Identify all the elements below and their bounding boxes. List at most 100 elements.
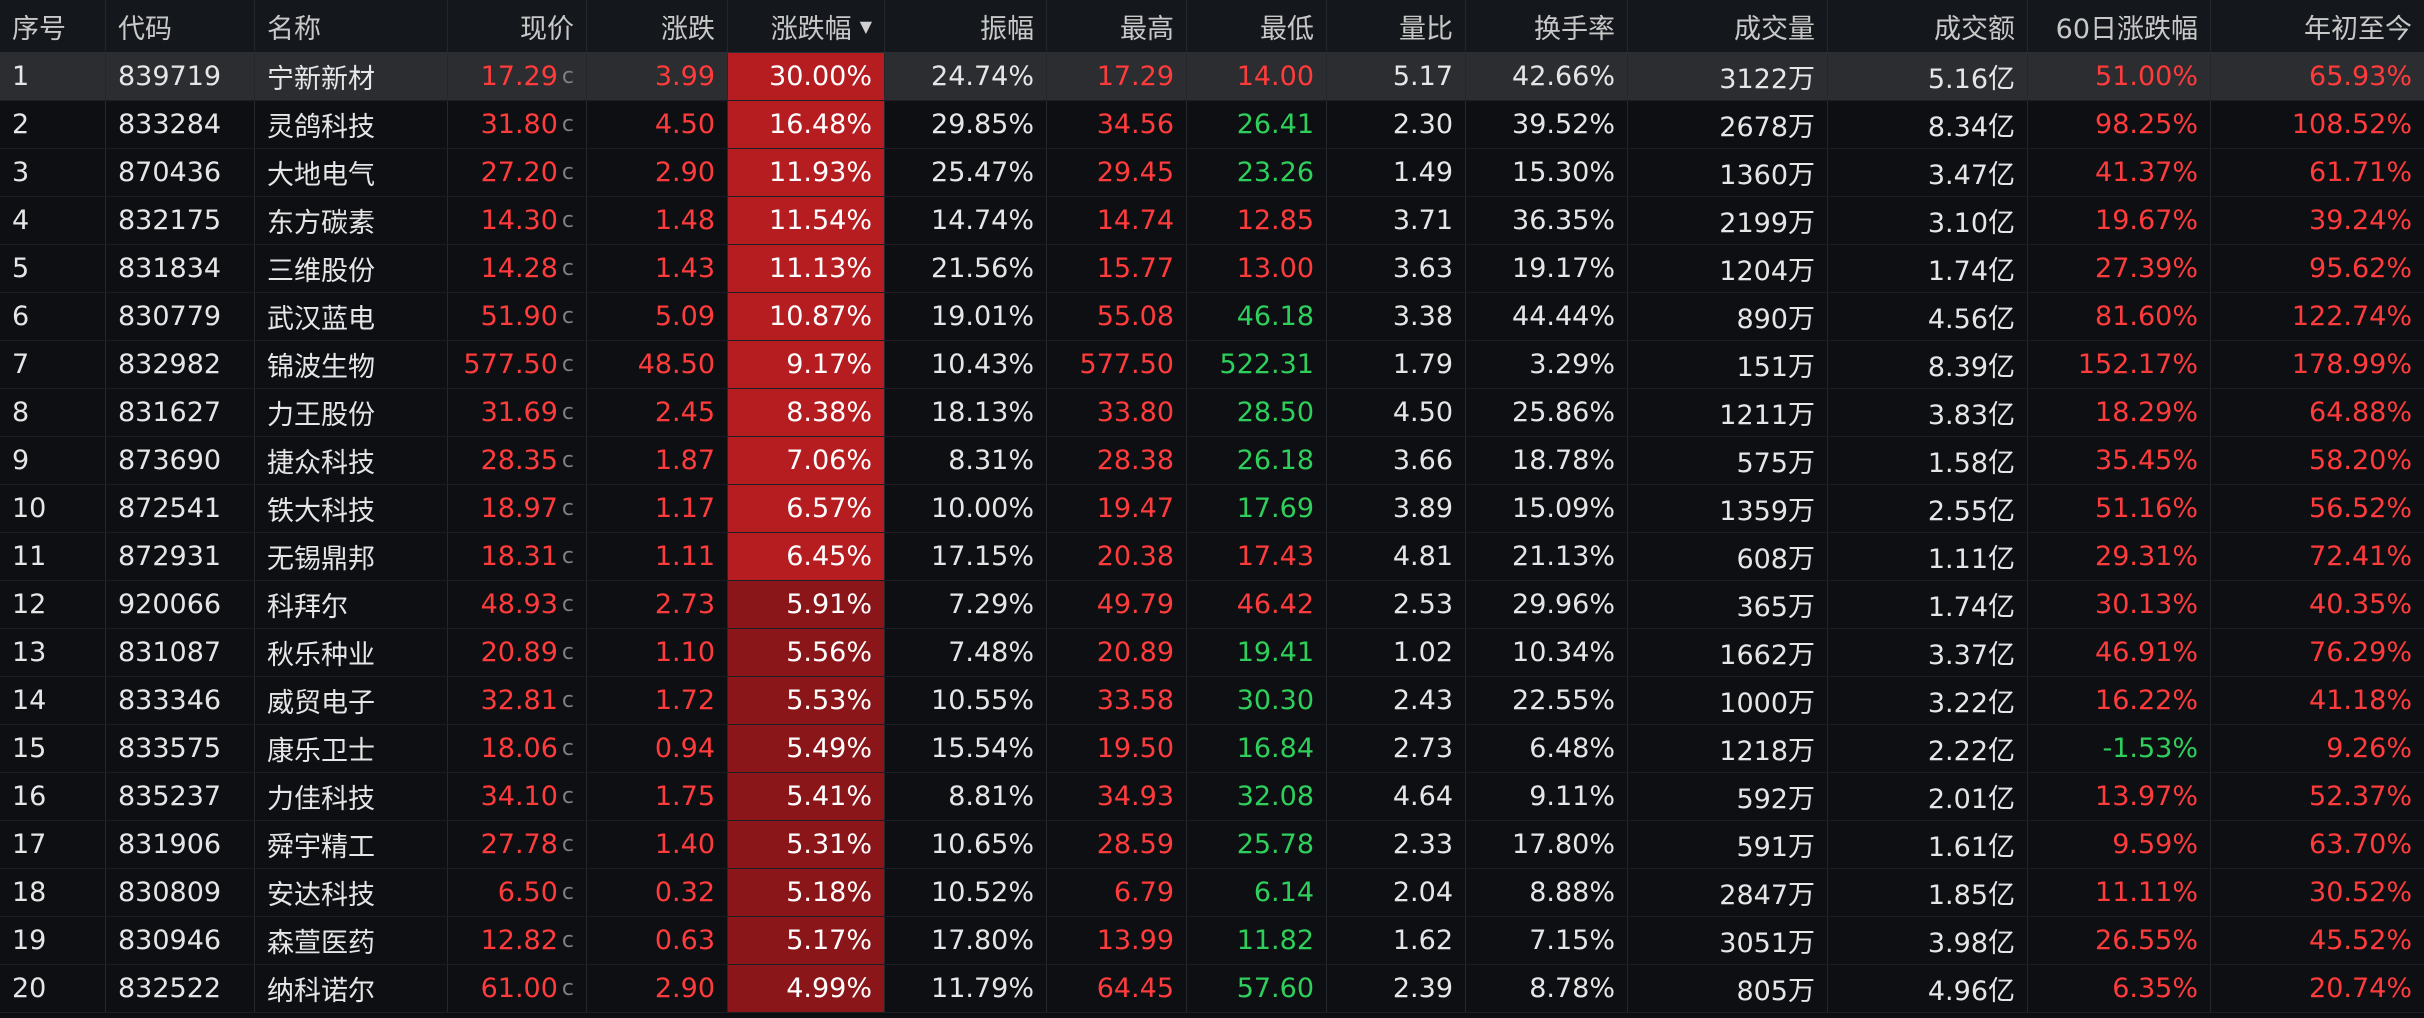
cell-low: 32.08 [1187, 773, 1327, 820]
price-suffix: c [561, 928, 574, 953]
cell-high: 34.56 [1047, 101, 1187, 148]
header-vol-ratio[interactable]: 量比 [1327, 0, 1466, 52]
cell-price: 6.50 c [448, 869, 587, 916]
cell-volume: 1218万 [1628, 725, 1828, 772]
cell-name: 铁大科技 [255, 485, 448, 532]
cell-price: 27.20 c [448, 149, 587, 196]
table-row[interactable]: 4 832175 东方碳素 14.30 c 1.48 11.54% 14.74% … [0, 197, 2424, 245]
cell-pct: 30.00% [728, 53, 885, 100]
table-row[interactable]: 5 831834 三维股份 14.28 c 1.43 11.13% 21.56% … [0, 245, 2424, 293]
header-name[interactable]: 名称 [255, 0, 448, 52]
cell-price-value: 12.82 [480, 925, 558, 956]
cell-amplitude: 17.80% [885, 917, 1047, 964]
cell-idx: 8 [0, 389, 106, 436]
cell-name: 东方碳素 [255, 197, 448, 244]
cell-pct: 16.48% [728, 101, 885, 148]
cell-vol-ratio: 3.71 [1327, 197, 1466, 244]
table-row[interactable]: 10 872541 铁大科技 18.97 c 1.17 6.57% 10.00% … [0, 485, 2424, 533]
cell-amplitude: 7.48% [885, 629, 1047, 676]
cell-change: 48.50 [587, 341, 728, 388]
cell-ytd: 45.52% [2309, 925, 2412, 956]
cell-price-value: 14.28 [480, 253, 558, 284]
price-suffix: c [561, 688, 574, 713]
header-ytd[interactable]: 年初至今 [2304, 13, 2412, 45]
header-d60[interactable]: 60日涨跌幅 [2028, 0, 2211, 52]
cell-change: 3.99 [587, 53, 728, 100]
cell-price-value: 27.78 [480, 829, 558, 860]
cell-volume: 1211万 [1628, 389, 1828, 436]
table-row[interactable]: 7 832982 锦波生物 577.50 c 48.50 9.17% 10.43%… [0, 341, 2424, 389]
table-row[interactable]: 20 832522 纳科诺尔 61.00 c 2.90 4.99% 11.79% … [0, 965, 2424, 1013]
cell-d60: 6.35% [2028, 965, 2211, 1012]
cell-amount: 1.85亿 [1828, 869, 2028, 916]
header-volume[interactable]: 成交量 [1628, 0, 1828, 52]
price-suffix: c [561, 400, 574, 425]
header-idx[interactable]: 序号 [0, 0, 106, 52]
cell-low: 17.43 [1187, 533, 1327, 580]
cell-ytd: 39.24% [2309, 205, 2412, 236]
table-row[interactable]: 11 872931 无锡鼎邦 18.31 c 1.11 6.45% 17.15% … [0, 533, 2424, 581]
table-row[interactable]: 14 833346 威贸电子 32.81 c 1.72 5.53% 10.55% … [0, 677, 2424, 725]
cell-change: 1.75 [587, 773, 728, 820]
header-amount[interactable]: 成交额 [1828, 0, 2028, 52]
table-row[interactable]: 18 830809 安达科技 6.50 c 0.32 5.18% 10.52% 6… [0, 869, 2424, 917]
cell-low: 28.50 [1187, 389, 1327, 436]
cell-vol-ratio: 4.50 [1327, 389, 1466, 436]
cell-high: 19.50 [1047, 725, 1187, 772]
cell-amount: 3.47亿 [1828, 149, 2028, 196]
cell-ytd: 30.52% [2309, 877, 2412, 908]
table-row[interactable]: 6 830779 武汉蓝电 51.90 c 5.09 10.87% 19.01% … [0, 293, 2424, 341]
cell-name: 力王股份 [255, 389, 448, 436]
table-row[interactable]: 17 831906 舜宇精工 27.78 c 1.40 5.31% 10.65% … [0, 821, 2424, 869]
cell-amount: 3.98亿 [1828, 917, 2028, 964]
header-price[interactable]: 现价 [448, 0, 587, 52]
table-row[interactable]: 1 839719 宁新新材 17.29 c 3.99 30.00% 24.74% … [0, 53, 2424, 101]
cell-low: 57.60 [1187, 965, 1327, 1012]
cell-idx: 4 [0, 197, 106, 244]
price-suffix: c [561, 112, 574, 137]
cell-volume: 1359万 [1628, 485, 1828, 532]
cell-change: 1.48 [587, 197, 728, 244]
header-turnover[interactable]: 换手率 [1466, 0, 1628, 52]
cell-price-value: 27.20 [480, 157, 558, 188]
header-amplitude[interactable]: 振幅 [885, 0, 1047, 52]
cell-pct: 11.13% [728, 245, 885, 292]
table-row[interactable]: 8 831627 力王股份 31.69 c 2.45 8.38% 18.13% 3… [0, 389, 2424, 437]
header-pct[interactable]: 涨跌幅 ▼ [728, 0, 885, 52]
header-change[interactable]: 涨跌 [587, 0, 728, 52]
table-row[interactable]: 12 920066 科拜尔 48.93 c 2.73 5.91% 7.29% 49… [0, 581, 2424, 629]
cell-price-value: 577.50 [463, 349, 558, 380]
header-high[interactable]: 最高 [1047, 0, 1187, 52]
cell-d60: 51.16% [2028, 485, 2211, 532]
cell-amplitude: 25.47% [885, 149, 1047, 196]
cell-low: 17.69 [1187, 485, 1327, 532]
header-code[interactable]: 代码 [106, 0, 255, 52]
cell-change: 1.10 [587, 629, 728, 676]
cell-low: 13.00 [1187, 245, 1327, 292]
table-row[interactable]: 9 873690 捷众科技 28.35 c 1.87 7.06% 8.31% 28… [0, 437, 2424, 485]
cell-d60: 9.59% [2028, 821, 2211, 868]
cell-turnover: 29.96% [1466, 581, 1628, 628]
cell-vol-ratio: 2.04 [1327, 869, 1466, 916]
table-row[interactable]: 13 831087 秋乐种业 20.89 c 1.10 5.56% 7.48% 2… [0, 629, 2424, 677]
cell-price: 18.31 c [448, 533, 587, 580]
cell-price-value: 31.80 [480, 109, 558, 140]
cell-volume: 591万 [1628, 821, 1828, 868]
price-suffix: c [561, 496, 574, 521]
price-suffix: c [561, 592, 574, 617]
cell-low: 23.26 [1187, 149, 1327, 196]
header-low[interactable]: 最低 [1187, 0, 1327, 52]
table-row[interactable]: 15 833575 康乐卫士 18.06 c 0.94 5.49% 15.54% … [0, 725, 2424, 773]
table-row[interactable]: 19 830946 森萱医药 12.82 c 0.63 5.17% 17.80% … [0, 917, 2424, 965]
cell-change: 4.50 [587, 101, 728, 148]
cell-vol-ratio: 3.38 [1327, 293, 1466, 340]
cell-pct: 5.49% [728, 725, 885, 772]
cell-change: 5.09 [587, 293, 728, 340]
table-row[interactable]: 3 870436 大地电气 27.20 c 2.90 11.93% 25.47% … [0, 149, 2424, 197]
cell-vol-ratio: 3.89 [1327, 485, 1466, 532]
table-row[interactable]: 16 835237 力佳科技 34.10 c 1.75 5.41% 8.81% 3… [0, 773, 2424, 821]
cell-pct: 5.17% [728, 917, 885, 964]
cell-price: 34.10 c [448, 773, 587, 820]
cell-amplitude: 18.13% [885, 389, 1047, 436]
table-row[interactable]: 2 833284 灵鸽科技 31.80 c 4.50 16.48% 29.85% … [0, 101, 2424, 149]
